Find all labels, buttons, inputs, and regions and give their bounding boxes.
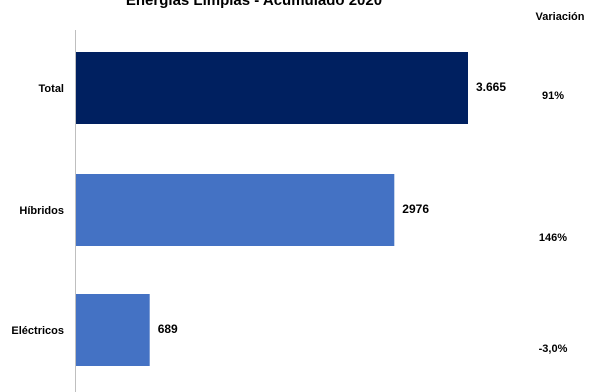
bar-electricos bbox=[76, 294, 150, 366]
value-label-total: 3.665 bbox=[476, 80, 506, 94]
bar-total bbox=[76, 52, 468, 124]
category-label-electricos: Eléctricos bbox=[11, 325, 64, 337]
category-label-hibridos: Híbridos bbox=[19, 205, 64, 217]
labels-group: Total 3.665 91% Híbridos 2976 146% Eléctricos 6… bbox=[11, 80, 567, 355]
variation-label-hibridos: 146% bbox=[539, 232, 567, 244]
bars-group bbox=[76, 52, 468, 366]
variation-header: Variación bbox=[536, 11, 585, 23]
chart-title: Energías Limpias - Acumulado 2020 bbox=[126, 0, 382, 9]
variation-label-electricos: -3,0% bbox=[539, 343, 568, 355]
category-label-total: Total bbox=[39, 83, 64, 95]
variation-label-total: 91% bbox=[542, 90, 564, 102]
bar-hibridos bbox=[76, 174, 395, 246]
value-label-hibridos: 2976 bbox=[402, 202, 429, 216]
value-label-electricos: 689 bbox=[158, 322, 178, 336]
